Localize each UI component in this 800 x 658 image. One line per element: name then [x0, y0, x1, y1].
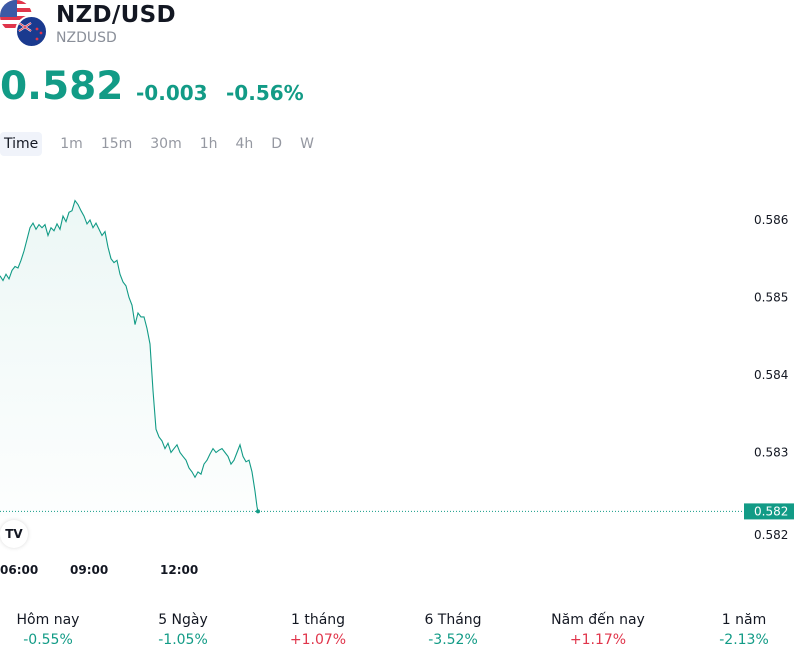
perf-value: -0.55% — [23, 632, 73, 648]
perf-value: +1.17% — [569, 632, 627, 648]
nz-flag-icon — [15, 15, 48, 48]
tradingview-logo-icon[interactable]: TV — [0, 520, 28, 548]
current-price: 0.582 — [0, 64, 124, 109]
perf-1y[interactable]: 1 năm -2.13% — [684, 610, 800, 650]
price-change: -0.003 — [136, 81, 208, 105]
price-line — [0, 199, 259, 512]
price-area-fill — [0, 200, 258, 516]
tab-1h[interactable]: 1h — [199, 136, 218, 152]
price-chart[interactable]: 0.586 0.585 0.584 0.583 0.582 0.582 06:00 09:00… — [0, 160, 800, 580]
perf-value: -1.05% — [158, 632, 208, 648]
perf-value: +1.07% — [289, 632, 347, 648]
perf-value: -2.13% — [719, 632, 769, 648]
perf-label: 6 Tháng — [424, 612, 482, 628]
perf-label: 1 năm — [721, 612, 767, 628]
tab-w[interactable]: W — [300, 136, 314, 152]
currency-flags — [0, 0, 50, 50]
x-tick-label: 06:00 — [0, 563, 38, 577]
perf-1m[interactable]: 1 tháng +1.07% — [258, 610, 378, 650]
x-tick-label: 09:00 — [70, 563, 108, 577]
performance-bar: Hôm nay -0.55% 5 Ngày -1.05% 1 tháng +1.… — [0, 610, 800, 654]
last-price-badge: 0.582 — [744, 503, 794, 520]
perf-label: Hôm nay — [16, 612, 80, 628]
last-price-label: 0.582 — [754, 504, 788, 518]
tab-15m[interactable]: 15m — [100, 136, 133, 152]
y-tick-label: 0.584 — [754, 368, 788, 382]
y-tick-label: 0.585 — [754, 291, 788, 305]
y-tick-label: 0.586 — [754, 213, 788, 227]
symbol-code: NZDUSD — [56, 30, 117, 46]
price-change-percent: -0.56% — [226, 81, 304, 105]
perf-today[interactable]: Hôm nay -0.55% — [0, 610, 108, 650]
tab-30m[interactable]: 30m — [150, 136, 182, 152]
perf-label: 5 Ngày — [158, 612, 208, 628]
timeframe-tabs: Time 1m 15m 30m 1h 4h D W — [0, 132, 323, 156]
perf-label: 1 tháng — [290, 612, 346, 628]
tab-1m[interactable]: 1m — [60, 136, 83, 152]
perf-ytd[interactable]: Năm đến nay +1.17% — [538, 610, 658, 650]
tab-d[interactable]: D — [271, 136, 283, 152]
y-tick-label: 0.583 — [754, 446, 788, 460]
x-tick-label: 12:00 — [160, 563, 198, 577]
y-tick-label: 0.582 — [754, 528, 788, 542]
perf-5d[interactable]: 5 Ngày -1.05% — [123, 610, 243, 650]
tab-4h[interactable]: 4h — [235, 136, 254, 152]
perf-6m[interactable]: 6 Tháng -3.52% — [393, 610, 513, 650]
perf-label: Năm đến nay — [551, 612, 645, 628]
tab-time[interactable]: Time — [0, 132, 43, 156]
perf-value: -3.52% — [428, 632, 478, 648]
symbol-title: NZD/USD — [56, 2, 176, 28]
last-price-dot — [256, 509, 260, 514]
